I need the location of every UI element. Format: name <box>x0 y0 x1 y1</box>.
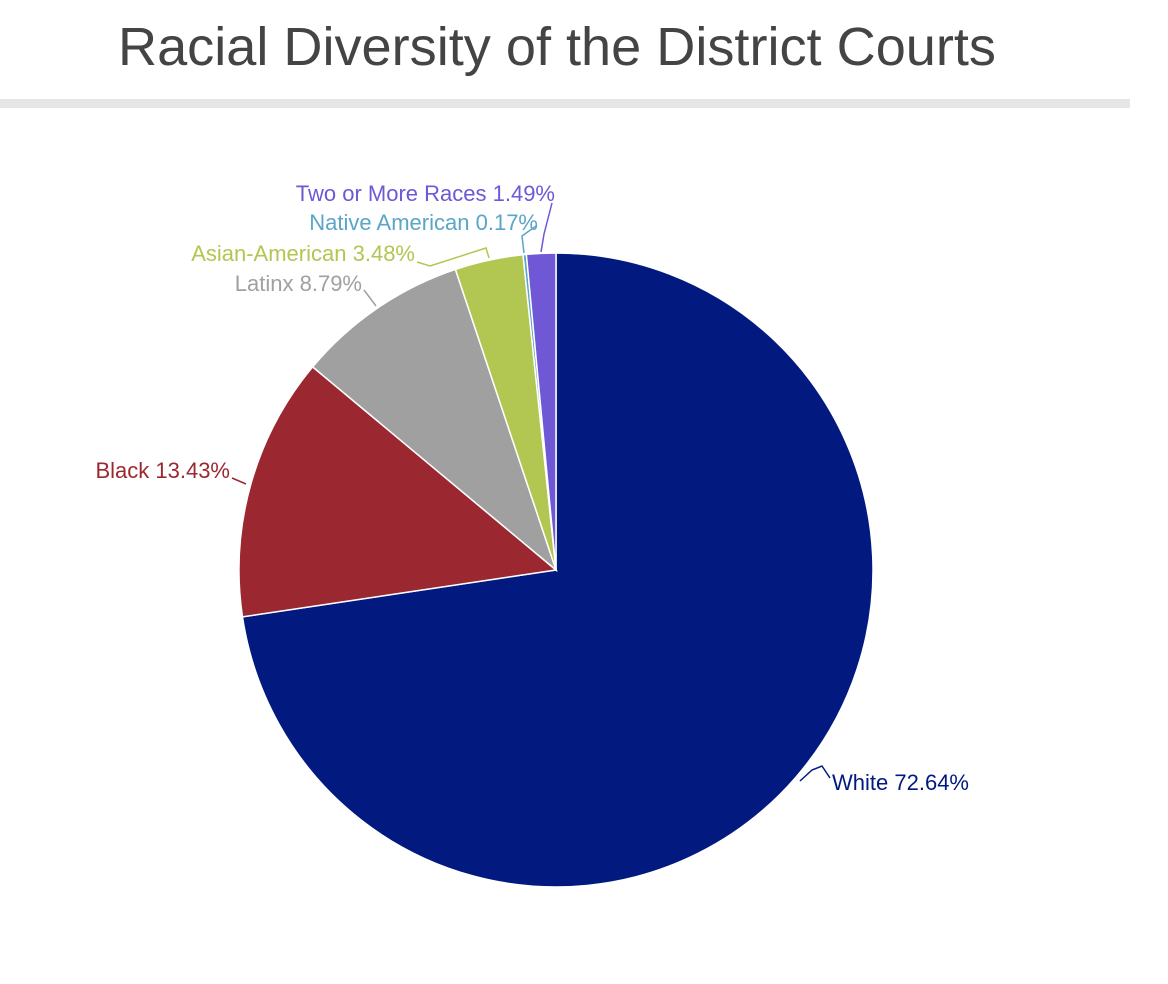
title-rule <box>0 99 1130 108</box>
pie-slice <box>311 268 558 573</box>
slice-category: White <box>832 770 888 795</box>
slice-value: 13.43% <box>155 458 230 483</box>
pie-slice <box>525 252 557 571</box>
pie-slice <box>241 252 874 888</box>
slice-category: Native American <box>309 210 469 235</box>
slice-label: White 72.64% <box>832 770 969 795</box>
slice-value: 0.17% <box>476 210 538 235</box>
slice-label: Two or More Races 1.49% <box>296 181 555 206</box>
pie-slice <box>238 365 558 618</box>
slice-label: Black 13.43% <box>95 458 230 483</box>
slice-label: Native American 0.17% <box>309 210 538 235</box>
leader-line <box>231 477 247 485</box>
leader-line <box>540 202 553 253</box>
slice-value: 8.79% <box>300 271 362 296</box>
leader-line <box>521 225 537 254</box>
leader-line <box>363 289 377 307</box>
slice-value: 72.64% <box>894 770 969 795</box>
slice-value: 1.49% <box>493 181 555 206</box>
slice-value: 3.48% <box>353 241 415 266</box>
leader-line <box>416 247 490 267</box>
slice-label: Asian-American 3.48% <box>191 241 415 266</box>
chart-title: Racial Diversity of the District Courts <box>118 17 996 77</box>
slice-category: Two or More Races <box>296 181 487 206</box>
slice-category: Black <box>95 458 150 483</box>
slice-category: Latinx <box>235 271 294 296</box>
slice-label: Latinx 8.79% <box>235 271 362 296</box>
leader-line <box>799 765 831 782</box>
slice-category: Asian-American <box>191 241 346 266</box>
